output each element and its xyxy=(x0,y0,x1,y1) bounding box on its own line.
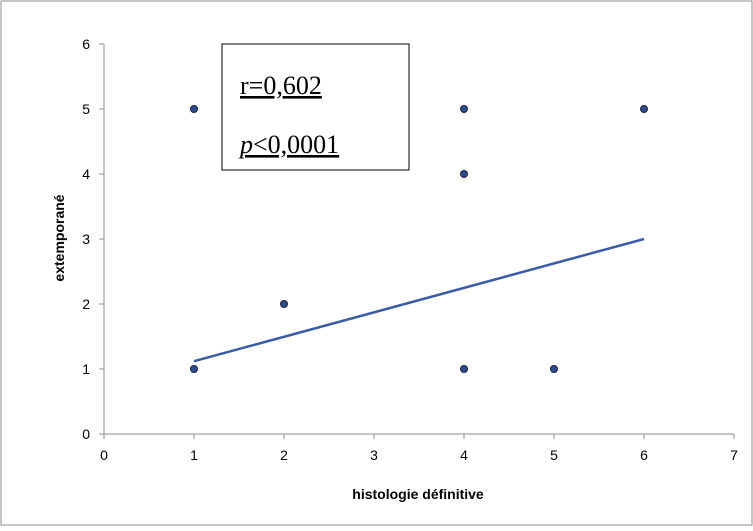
data-point xyxy=(460,365,468,373)
trendline-group xyxy=(193,237,645,363)
y-tick-label: 4 xyxy=(82,166,90,182)
statistics-box: r=0,602 p<0,0001 xyxy=(221,43,410,171)
y-tick-label: 0 xyxy=(82,426,90,442)
y-tick-label: 3 xyxy=(82,231,90,247)
x-axis-title: histologie définitive xyxy=(352,486,484,502)
x-tick-label: 2 xyxy=(280,447,288,463)
axes: 0 1 2 3 4 5 6 0 1 2 3 4 5 6 7 xyxy=(82,36,738,463)
y-axis-title: extemporané xyxy=(51,194,67,281)
x-tick-label: 0 xyxy=(100,447,108,463)
data-point xyxy=(550,365,558,373)
data-point xyxy=(640,105,648,113)
x-tick-label: 7 xyxy=(730,447,738,463)
data-point xyxy=(190,105,198,113)
correlation-r-label: r=0,602 xyxy=(240,71,322,100)
p-value-label: p<0,0001 xyxy=(238,130,339,159)
x-tick-label: 6 xyxy=(640,447,648,463)
data-points xyxy=(190,105,648,373)
data-point xyxy=(460,105,468,113)
y-tick-label: 1 xyxy=(82,361,90,377)
data-point xyxy=(460,170,468,178)
p-symbol: p xyxy=(238,130,253,159)
data-point xyxy=(190,365,198,373)
p-value: <0,0001 xyxy=(253,130,339,159)
x-tick-label: 5 xyxy=(550,447,558,463)
y-tick-label: 5 xyxy=(82,101,90,117)
statistics-box-border xyxy=(221,43,410,171)
x-tick-label: 4 xyxy=(460,447,468,463)
y-tick-label: 2 xyxy=(82,296,90,312)
y-tick-label: 6 xyxy=(82,36,90,52)
data-point xyxy=(280,300,288,308)
trendline xyxy=(193,237,645,363)
x-tick-label: 3 xyxy=(370,447,378,463)
x-tick-label: 1 xyxy=(190,447,198,463)
